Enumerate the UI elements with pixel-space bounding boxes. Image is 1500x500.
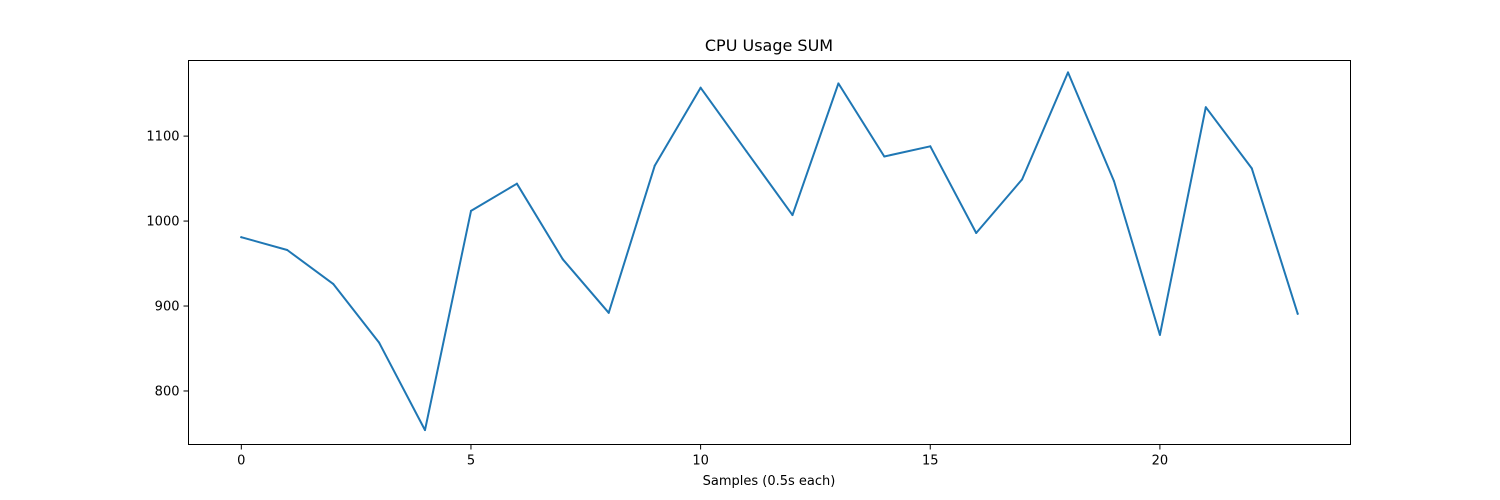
data-point	[1067, 71, 1070, 74]
data-point	[745, 150, 748, 153]
data-point	[607, 311, 610, 314]
chart-title: CPU Usage SUM	[705, 36, 833, 55]
data-point	[561, 258, 564, 261]
data-point	[653, 164, 656, 167]
data-point	[699, 86, 702, 89]
series-line	[240, 71, 1299, 432]
x-tick-label: 20	[1152, 454, 1169, 469]
data-point	[1204, 106, 1207, 109]
series-layer	[240, 71, 1299, 432]
data-point	[975, 231, 978, 234]
data-point	[515, 182, 518, 185]
data-point	[1112, 180, 1115, 183]
y-tick-label: 1000	[146, 215, 179, 230]
data-point	[240, 236, 243, 239]
data-point	[469, 209, 472, 212]
data-point	[1296, 312, 1299, 315]
data-point	[883, 155, 886, 158]
y-tick-label: 800	[155, 384, 180, 399]
plot-frame	[188, 60, 1351, 445]
x-tick-label: 5	[467, 454, 475, 469]
x-tick-label: 0	[237, 454, 245, 469]
data-point	[424, 429, 427, 432]
data-point	[1158, 333, 1161, 336]
y-axis-ticks: 800 900 1000 1100	[146, 130, 189, 399]
data-point	[1250, 167, 1253, 170]
data-point	[286, 248, 289, 251]
x-tick-label: 10	[692, 454, 709, 469]
data-point	[1021, 178, 1024, 181]
y-tick-label: 1100	[146, 130, 179, 145]
data-point	[929, 145, 932, 148]
data-point	[332, 282, 335, 285]
data-point	[378, 341, 381, 344]
x-axis-label: Samples (0.5s each)	[703, 474, 836, 489]
data-point	[837, 82, 840, 85]
x-tick-label: 15	[922, 454, 939, 469]
x-axis-ticks: 0 5 10 15 20	[237, 444, 1169, 469]
data-point	[791, 214, 794, 217]
y-tick-label: 900	[155, 300, 180, 315]
